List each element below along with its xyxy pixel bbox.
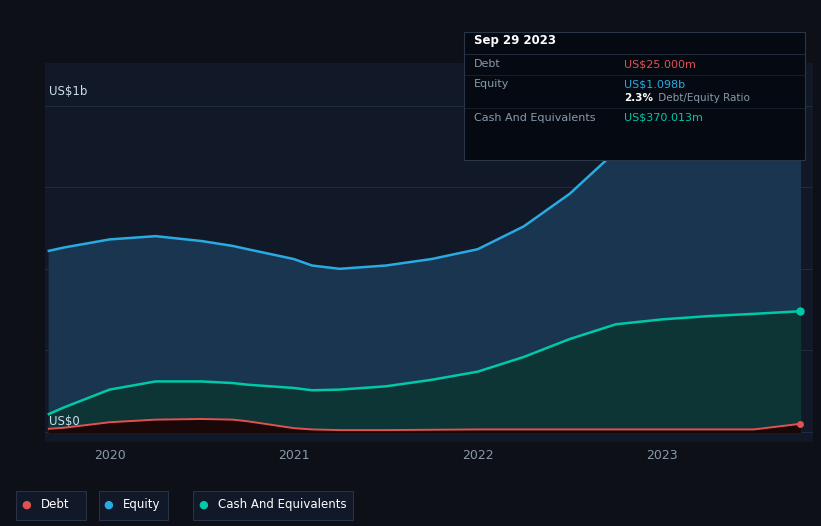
Text: Debt/Equity Ratio: Debt/Equity Ratio	[655, 93, 750, 103]
Text: ●: ●	[198, 500, 208, 510]
Text: Debt: Debt	[474, 59, 501, 69]
Text: Cash And Equivalents: Cash And Equivalents	[474, 113, 595, 123]
Text: Equity: Equity	[474, 79, 509, 89]
Text: Equity: Equity	[123, 499, 161, 511]
Text: ●: ●	[103, 500, 113, 510]
Text: US$370.013m: US$370.013m	[624, 113, 703, 123]
Text: US$25.000m: US$25.000m	[624, 59, 696, 69]
Text: Sep 29 2023: Sep 29 2023	[474, 34, 556, 47]
Text: ●: ●	[21, 500, 31, 510]
Text: Cash And Equivalents: Cash And Equivalents	[218, 499, 346, 511]
Text: US$1.098b: US$1.098b	[624, 79, 685, 89]
Text: US$1b: US$1b	[49, 85, 87, 98]
Text: US$0: US$0	[49, 415, 80, 428]
Text: Debt: Debt	[41, 499, 70, 511]
Text: 2.3%: 2.3%	[624, 93, 653, 103]
